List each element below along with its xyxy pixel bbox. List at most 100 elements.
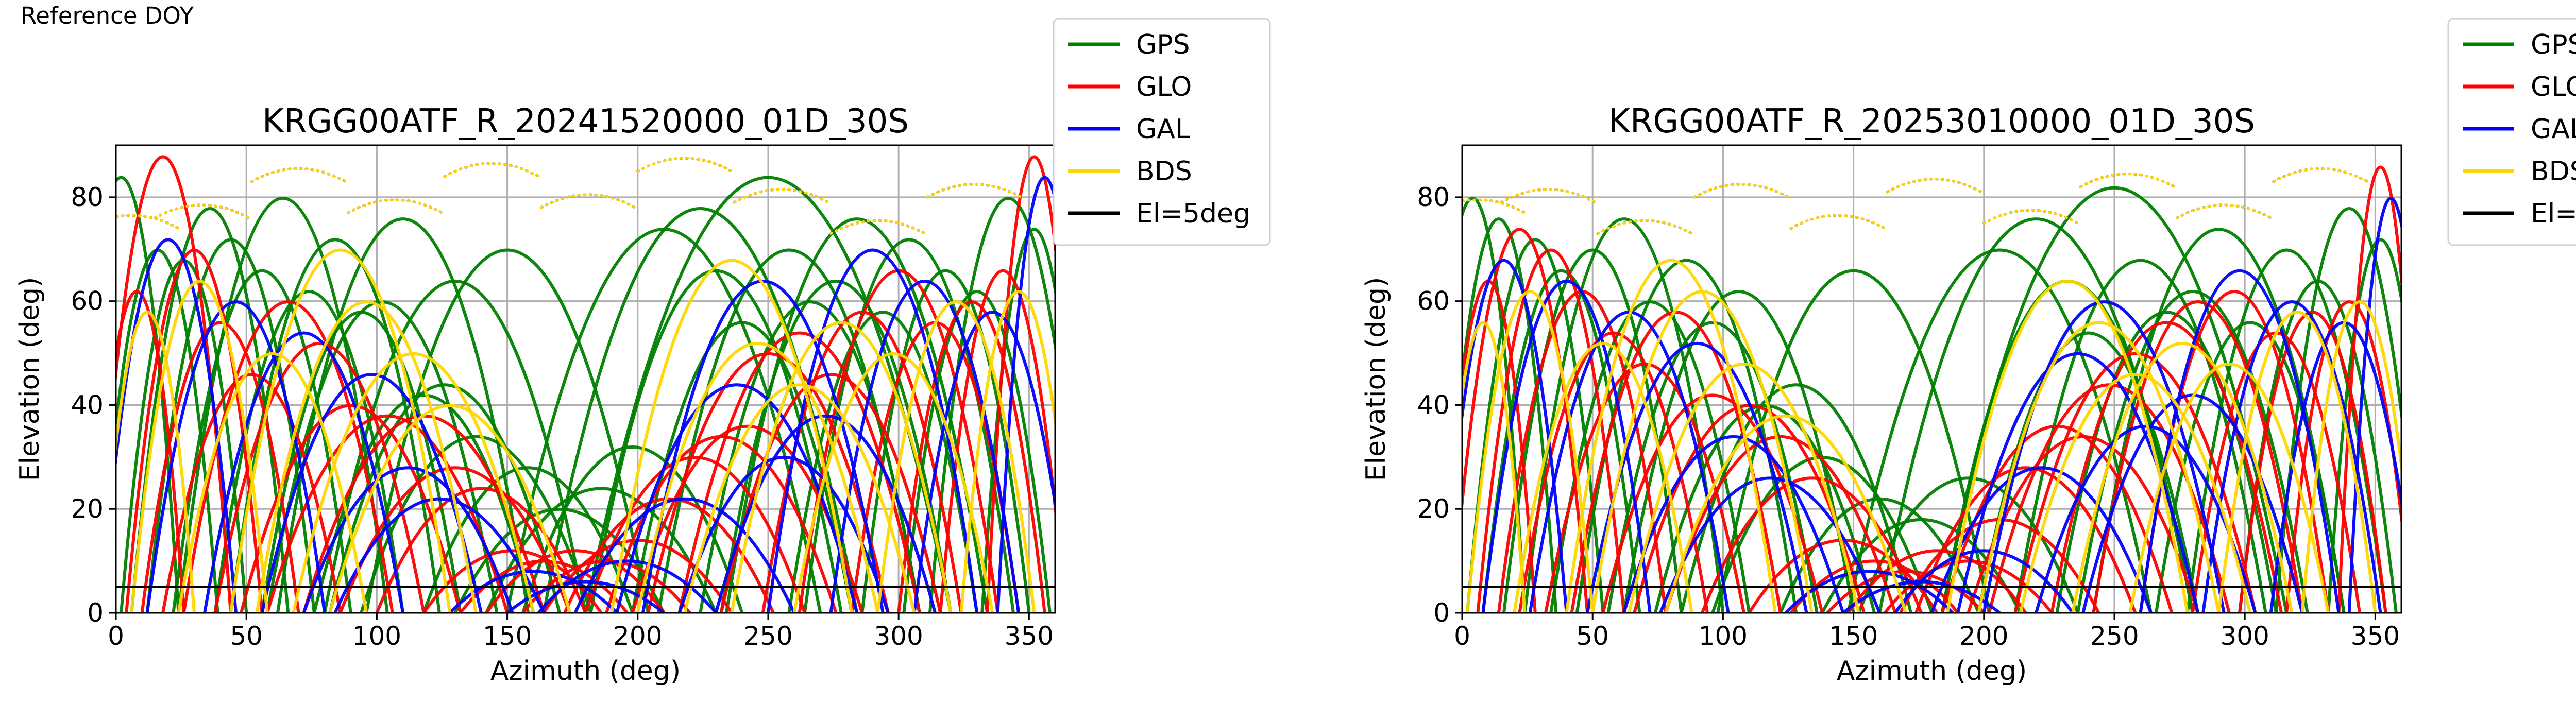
y-tick-label: 0 — [87, 598, 104, 628]
dotted-pass — [1886, 178, 1983, 194]
dotted-pass — [1886, 178, 1983, 194]
satellite-arc — [1466, 238, 1605, 613]
satellite-arc — [1945, 279, 2189, 613]
dotted-pass — [2272, 167, 2369, 183]
satellite-arc — [292, 352, 535, 613]
satellite-arc — [1664, 414, 1907, 613]
y-tick-label: 80 — [71, 182, 104, 212]
x-tick-label: 0 — [1454, 621, 1470, 651]
dotted-pass — [2176, 203, 2273, 219]
satellite-arc — [177, 197, 389, 613]
x-tick-label: 300 — [874, 621, 923, 651]
satellite-arc — [719, 373, 942, 613]
satellite-arc — [1462, 259, 1568, 613]
legend-label: BDS — [2531, 156, 2576, 187]
series-layer — [1462, 165, 2401, 613]
satellite-arc — [116, 311, 196, 613]
dotted-pass — [926, 183, 1023, 199]
dotted-pass — [250, 167, 347, 183]
chart-panel-left: KRGG00ATF_R_20241520000_01D_30S 0 50 100 150… — [14, 18, 1271, 687]
dotted-pass — [1693, 183, 1790, 199]
y-tick-label: 60 — [1417, 286, 1450, 316]
satellite-arc — [897, 300, 1046, 613]
satellite-arc — [730, 321, 953, 613]
satellite-arc — [145, 300, 327, 613]
x-tick-label: 350 — [1005, 621, 1054, 651]
dotted-pass — [733, 188, 829, 204]
dotted-pass — [1500, 188, 1597, 204]
y-tick-label: 20 — [71, 494, 104, 524]
satellite-arc — [939, 269, 1055, 613]
dotted-pass — [1982, 209, 2079, 225]
satellite-arc — [573, 497, 796, 613]
satellite-arc — [2050, 321, 2283, 613]
dotted-pass — [443, 162, 540, 178]
satellite-arc — [1518, 331, 1709, 613]
satellite-arc — [996, 176, 1055, 613]
series-layer — [116, 155, 1055, 613]
satellite-arc — [1462, 321, 1527, 613]
legend-label: El=5deg — [1136, 198, 1250, 229]
satellite-arc — [2201, 300, 2382, 613]
y-tick-label: 60 — [71, 286, 104, 316]
dotted-pass — [539, 193, 637, 209]
satellite-arc — [699, 300, 921, 613]
dotted-pass — [1886, 178, 1983, 194]
satellite-arc — [615, 383, 859, 613]
satellite-arc — [302, 466, 514, 613]
satellite-arc — [1622, 435, 1845, 613]
y-tick-label: 80 — [1417, 182, 1450, 212]
satellite-arc — [338, 466, 572, 613]
satellite-arc — [928, 196, 1055, 613]
satellite-arc — [1591, 290, 1814, 613]
y-tick-label: 40 — [1417, 390, 1450, 420]
legend-label: GPS — [1136, 29, 1190, 60]
satellite-arc — [719, 279, 953, 613]
x-tick-label: 50 — [1576, 621, 1609, 651]
dotted-pass — [1596, 219, 1693, 235]
series-bds — [116, 157, 1055, 613]
dotted-pass — [636, 157, 733, 173]
satellite-arc — [2327, 238, 2401, 613]
x-tick-label: 300 — [2220, 621, 2269, 651]
satellite-arc — [1658, 476, 1882, 613]
dotted-pass — [2272, 167, 2369, 183]
satellite-arc — [1565, 259, 1777, 613]
satellite-arc — [610, 259, 854, 613]
satellite-arc — [161, 373, 342, 613]
satellite-arc — [1481, 269, 1641, 613]
satellite-arc — [1716, 269, 1991, 613]
dotted-pass — [1789, 214, 1886, 230]
figure-title: Reference DOY — [21, 2, 194, 29]
satellite-arc — [260, 373, 483, 613]
dotted-pass — [347, 198, 444, 214]
satellite-arc — [1606, 321, 1819, 613]
satellite-arc — [1466, 290, 1595, 613]
x-tick-label: 250 — [2090, 621, 2139, 651]
plot-frame — [115, 144, 1056, 614]
dotted-pass — [2272, 167, 2369, 183]
satellite-arc — [1846, 248, 2153, 613]
dotted-pass — [1886, 178, 1983, 194]
satellite-arc — [2019, 373, 2252, 613]
satellite-arc — [375, 487, 587, 613]
satellite-arc — [422, 466, 634, 613]
legend-label: GPS — [2531, 29, 2576, 60]
satellite-arc — [213, 341, 426, 613]
legend-label: GLO — [2531, 72, 2576, 102]
satellite-arc — [2238, 311, 2387, 613]
x-tick-label: 0 — [108, 621, 124, 651]
dotted-pass — [116, 214, 180, 230]
satellite-arc — [683, 383, 916, 613]
satellite-arc — [1748, 539, 1939, 613]
satellite-arc — [2055, 311, 2278, 613]
satellite-arc — [1476, 248, 1625, 613]
satellite-arc — [2071, 341, 2294, 613]
dotted-pass — [1500, 188, 1597, 204]
satellite-arc — [459, 559, 629, 613]
dotted-pass — [1500, 188, 1597, 204]
satellite-arc — [140, 321, 300, 613]
x-tick-label: 100 — [1699, 621, 1748, 651]
dotted-pass — [443, 162, 540, 178]
satellite-arc — [328, 383, 561, 613]
